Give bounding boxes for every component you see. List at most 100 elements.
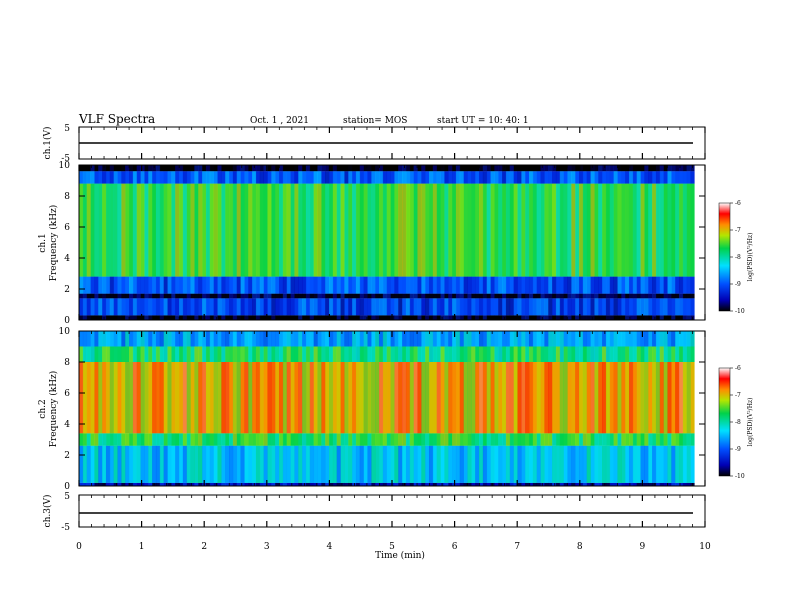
ch1-voltage-ylabel: ch.1(V): [42, 127, 53, 160]
spectrogram-cell: [655, 331, 661, 347]
spectrogram-cell: [425, 315, 430, 320]
spectrogram-cell: [344, 482, 349, 486]
spectrogram-cell: [482, 315, 488, 320]
spectrogram-cell: [598, 362, 603, 434]
spectrogram-cell: [386, 482, 391, 486]
spectrogram-cell: [290, 482, 295, 486]
spectrogram-cell: [390, 171, 395, 184]
spectrogram-cell: [271, 293, 276, 299]
spectrogram-cell: [390, 445, 395, 483]
spectrogram-cell: [678, 165, 684, 172]
spectrogram-cell: [590, 171, 595, 184]
spectrogram-cell: [205, 482, 211, 486]
spectrogram-cell: [259, 433, 265, 446]
spectrogram-cell: [240, 315, 245, 320]
spectrogram-cell: [494, 346, 499, 362]
spectrogram-cell: [155, 165, 161, 172]
spectrogram-cell: [421, 482, 426, 486]
spectrogram-cell: [590, 165, 595, 172]
spectrogram-cell: [494, 293, 499, 299]
spectrogram-cell: [594, 276, 599, 294]
spectrogram-cell: [448, 293, 453, 299]
spectrogram-cell: [263, 315, 268, 320]
spectrogram-cell: [248, 445, 253, 483]
spectrogram-cell: [313, 183, 318, 277]
spectrogram-cell: [405, 171, 411, 184]
spectrogram-cell: [344, 183, 349, 277]
spectrogram-cell: [359, 433, 365, 446]
spectrogram-cell: [317, 298, 322, 316]
spectrogram-cell: [663, 331, 668, 347]
spectrogram-cell: [405, 183, 411, 277]
spectrogram-cell: [79, 346, 84, 362]
spectrogram-cell: [171, 171, 176, 184]
spectrogram-cell: [571, 165, 576, 172]
spectrogram-cell: [421, 315, 426, 320]
spectrogram-cell: [509, 298, 514, 316]
spectrogram-cell: [98, 183, 103, 277]
spectrogram-cell: [98, 346, 103, 362]
spectrogram-cell: [129, 346, 134, 362]
spectrogram-cell: [686, 276, 691, 294]
spectrogram-cell: [90, 362, 95, 434]
spectrogram-cell: [252, 445, 257, 483]
spectrogram-cell: [148, 183, 153, 277]
spectrogram-cell: [632, 293, 638, 299]
spectrogram-cell: [648, 315, 653, 320]
spectrogram-cell: [598, 298, 603, 316]
spectrogram-cell: [202, 298, 207, 316]
spectrogram-cell: [475, 433, 480, 446]
spectrogram-cell: [252, 171, 257, 184]
spectrogram-cell: [644, 165, 649, 172]
spectrogram-cell: [494, 445, 499, 483]
spectrogram-cell: [244, 315, 249, 320]
spectrogram-cell: [282, 346, 288, 362]
spectrogram-cell: [309, 433, 315, 446]
spectrogram-cell: [421, 331, 426, 347]
spectrogram-cell: [194, 165, 199, 172]
spectrogram-cell: [182, 445, 188, 483]
spectrogram-cell: [371, 171, 376, 184]
ch3-voltage-ticks: [78, 495, 706, 527]
spectrogram-cell: [571, 362, 576, 434]
spectrogram-cell: [382, 445, 388, 483]
spectrogram-cell: [678, 315, 684, 320]
spectrogram-cell: [586, 293, 591, 299]
spectrogram-cell: [417, 445, 422, 483]
spectrogram-cell: [440, 482, 445, 486]
spectrogram-cell: [275, 293, 280, 299]
spectrogram-cell: [655, 183, 661, 277]
spectrogram-cell: [455, 298, 461, 316]
spectrogram-cell: [194, 482, 199, 486]
spectrogram-cell: [367, 171, 372, 184]
spectrogram-cell: [82, 315, 88, 320]
spectrogram-cell: [144, 482, 149, 486]
spectrogram-cell: [298, 482, 303, 486]
spectrogram-cell: [213, 276, 218, 294]
spectrogram-cell: [182, 276, 188, 294]
spectrogram-cell: [348, 445, 353, 483]
spectrogram-cell: [525, 331, 530, 347]
spectrogram-cell: [378, 362, 384, 434]
spectrogram-cell: [455, 362, 461, 434]
spectrogram-cell: [548, 445, 553, 483]
spectrogram-cell: [282, 293, 288, 299]
spectrogram-cell: [136, 346, 141, 362]
spectrogram-cell: [209, 276, 215, 294]
spectrogram-cell: [236, 482, 241, 486]
spectrogram-cell: [544, 331, 549, 347]
ch1-spectrogram-xticks: [78, 165, 706, 320]
spectrogram-cell: [109, 183, 115, 277]
spectrogram-cell: [159, 298, 165, 316]
spectrogram-cell: [205, 276, 211, 294]
spectrogram-cell: [625, 331, 630, 347]
spectrogram-cell: [402, 346, 407, 362]
spectrogram-cell: [594, 293, 599, 299]
spectrogram-cell: [686, 293, 691, 299]
spectrogram-cell: [113, 276, 118, 294]
spectrogram-cell: [182, 171, 188, 184]
spectrogram-cell: [602, 298, 607, 316]
spectrogram-cell: [117, 445, 122, 483]
spectrogram-cell: [317, 482, 322, 486]
spectrogram-cell: [505, 171, 511, 184]
